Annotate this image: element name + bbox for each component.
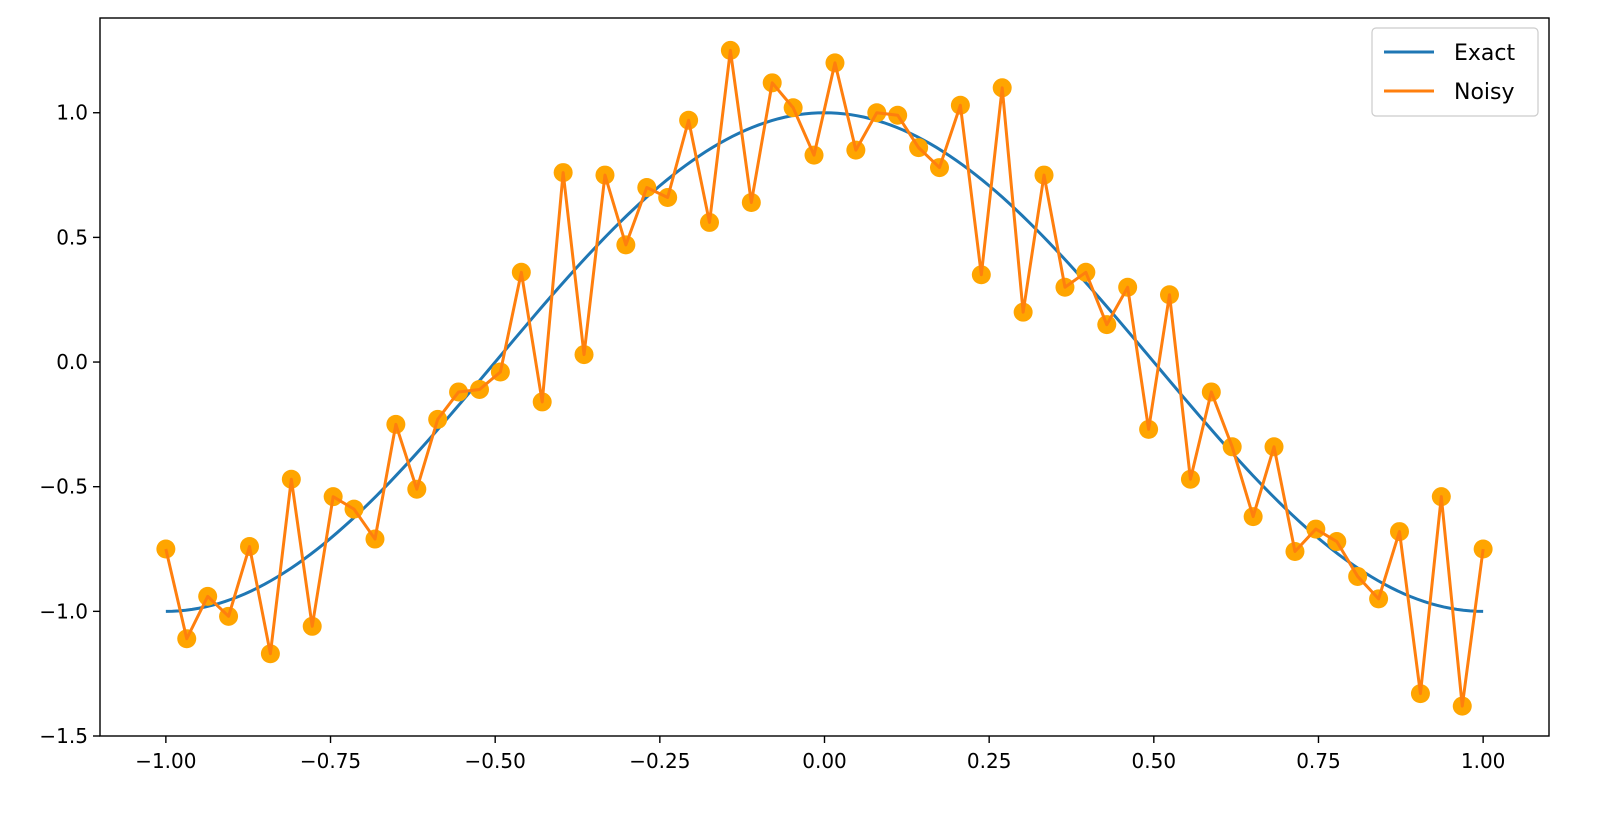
y-tick-label: 0.5: [56, 225, 88, 249]
noisy-series: [156, 40, 1493, 716]
legend-exact-label: Exact: [1454, 41, 1515, 66]
x-tick-label: 0.00: [802, 749, 847, 773]
y-tick-label: −0.5: [39, 475, 88, 499]
noisy-line: [164, 48, 1485, 708]
y-tick-label: 0.0: [56, 350, 88, 374]
x-tick-label: 0.75: [1296, 749, 1341, 773]
x-tick-label: −1.00: [135, 749, 196, 773]
plot-frame: [99, 17, 1550, 737]
axis-ticks: −1.00 −0.75 −0.50 −0.25 0.00 0.25 0.50 0.75 1.00…: [39, 101, 1505, 773]
x-tick-label: −0.75: [300, 749, 361, 773]
legend-box: [1371, 27, 1539, 117]
legend-noisy-label: Noisy: [1454, 80, 1515, 105]
y-tick-label: −1.5: [39, 724, 88, 748]
x-tick-label: 0.25: [967, 749, 1012, 773]
legend: Exact Noisy: [1371, 27, 1539, 117]
x-tick-label: −0.50: [465, 749, 526, 773]
y-tick-label: 1.0: [56, 101, 88, 125]
x-tick-label: −0.25: [629, 749, 690, 773]
x-tick-label: 0.50: [1132, 749, 1177, 773]
y-tick-label: −1.0: [39, 599, 88, 623]
x-tick-label: 1.00: [1461, 749, 1506, 773]
